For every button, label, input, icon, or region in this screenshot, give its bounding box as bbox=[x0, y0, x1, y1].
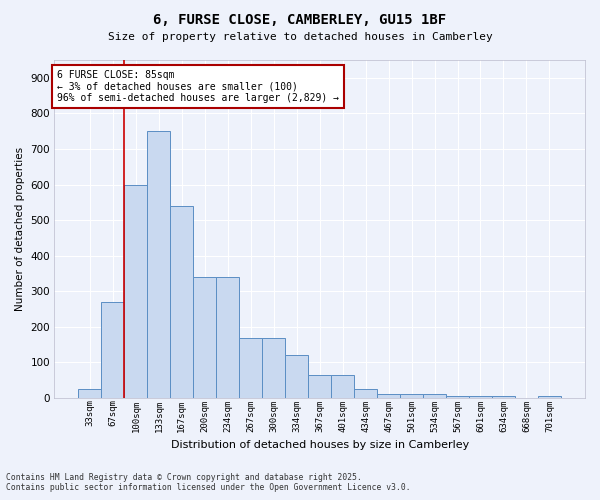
Bar bbox=[148, 131, 170, 398]
Bar bbox=[193, 277, 216, 398]
Bar bbox=[492, 396, 515, 398]
Y-axis label: Number of detached properties: Number of detached properties bbox=[15, 147, 25, 311]
Bar bbox=[124, 184, 148, 398]
Text: Contains HM Land Registry data © Crown copyright and database right 2025.
Contai: Contains HM Land Registry data © Crown c… bbox=[6, 473, 410, 492]
Bar bbox=[308, 375, 331, 398]
Bar bbox=[262, 338, 285, 398]
Text: 6 FURSE CLOSE: 85sqm
← 3% of detached houses are smaller (100)
96% of semi-detac: 6 FURSE CLOSE: 85sqm ← 3% of detached ho… bbox=[57, 70, 339, 103]
Text: 6, FURSE CLOSE, CAMBERLEY, GU15 1BF: 6, FURSE CLOSE, CAMBERLEY, GU15 1BF bbox=[154, 12, 446, 26]
X-axis label: Distribution of detached houses by size in Camberley: Distribution of detached houses by size … bbox=[170, 440, 469, 450]
Bar bbox=[400, 394, 423, 398]
Bar bbox=[354, 389, 377, 398]
Bar bbox=[239, 338, 262, 398]
Bar bbox=[446, 396, 469, 398]
Bar bbox=[285, 356, 308, 398]
Bar bbox=[423, 394, 446, 398]
Bar bbox=[79, 389, 101, 398]
Bar bbox=[170, 206, 193, 398]
Bar bbox=[101, 302, 124, 398]
Bar bbox=[331, 375, 354, 398]
Bar bbox=[469, 396, 492, 398]
Text: Size of property relative to detached houses in Camberley: Size of property relative to detached ho… bbox=[107, 32, 493, 42]
Bar bbox=[216, 277, 239, 398]
Bar bbox=[377, 394, 400, 398]
Bar bbox=[538, 396, 561, 398]
